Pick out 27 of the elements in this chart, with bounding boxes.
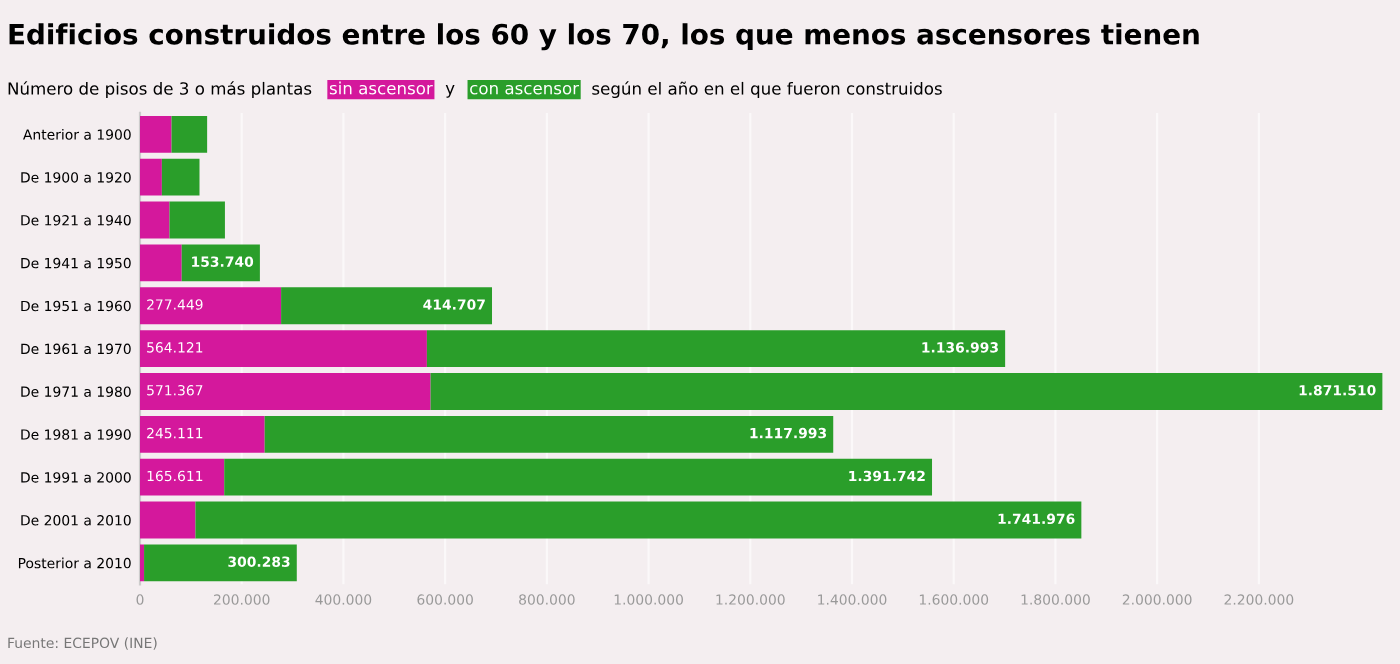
bar <box>144 544 297 582</box>
bar <box>430 373 1383 410</box>
bar <box>140 201 170 239</box>
bar <box>140 287 282 325</box>
bar <box>140 501 196 539</box>
text: sin ascensor <box>329 81 433 95</box>
bar <box>140 330 427 368</box>
bar <box>264 415 834 453</box>
bar <box>195 501 1082 539</box>
text: y <box>445 85 455 98</box>
bar <box>169 201 225 239</box>
bar <box>140 115 172 153</box>
bar <box>140 244 182 282</box>
bar <box>224 458 933 496</box>
bar <box>140 458 225 496</box>
bar <box>161 158 200 196</box>
bar <box>426 330 1006 368</box>
bar <box>281 287 493 325</box>
bar <box>140 158 162 196</box>
bar <box>140 373 431 410</box>
bar <box>140 415 265 453</box>
chart-subtitle: Número de pisos de 3 o más plantas <box>8 81 312 99</box>
bar <box>171 115 208 153</box>
text: según el año en el que fueron construidos <box>592 81 942 99</box>
chart-title: Edificios construidos entre los 60 y los 70, los que menos ascensores tienen <box>9 23 1199 51</box>
text: con ascensor <box>470 84 580 95</box>
bar <box>181 244 260 282</box>
